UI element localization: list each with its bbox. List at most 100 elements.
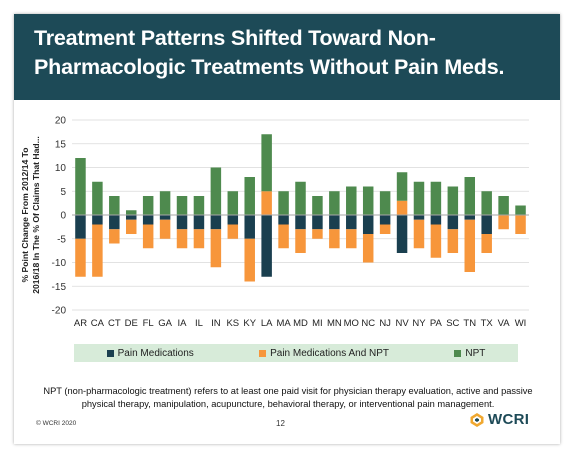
bar-segment [447, 229, 459, 253]
bar-segment [109, 196, 120, 215]
bar-segment [396, 215, 408, 253]
bar-segment [278, 191, 289, 215]
legend-swatch-pain-medications-and-npt [259, 349, 267, 357]
bar-segment [430, 181, 442, 215]
bar-segment [176, 229, 188, 249]
bar-segment [430, 215, 442, 225]
bar-segment [413, 181, 425, 215]
bar-segment [346, 186, 357, 215]
x-tick-label: CA [91, 318, 105, 329]
y-tick-label: -15 [52, 282, 67, 293]
bar-segment [312, 196, 323, 215]
bar-segment [176, 196, 188, 215]
slide: Treatment Patterns Shifted Toward Non-Ph… [14, 14, 560, 444]
bar-segment [92, 224, 103, 277]
bar-segment [346, 215, 357, 230]
bar-segment [413, 219, 425, 249]
bar-segment [142, 224, 154, 249]
bar-segment [125, 210, 137, 215]
y-tick-label: 10 [55, 163, 67, 174]
bar-segment [396, 200, 408, 215]
bar-segment [515, 215, 526, 234]
bar-segment [142, 196, 154, 215]
legend-item-npt: NPT [454, 348, 485, 359]
bar-segment [75, 215, 86, 239]
bar-segment [193, 215, 205, 230]
bar-segment [498, 215, 509, 230]
bar-segment [464, 215, 476, 220]
bar-segment [481, 234, 492, 253]
x-tick-label: NY [412, 318, 426, 329]
y-axis-title: % Point Change From 2012/14 To [20, 148, 30, 283]
bar-segment [193, 229, 205, 249]
stacked-bar-chart: 20 15 10 5 0 -5 -10 -15 -20 AR CA CT DE FL GA IA IL IN KS K… [20, 116, 529, 329]
bar-segment [295, 215, 306, 230]
bar-segment [159, 191, 171, 215]
bar-segment [362, 234, 374, 263]
bar-segment [312, 215, 323, 230]
x-tick-label: LA [261, 318, 273, 329]
chart-legend: Pain Medications Pain Medications And NP… [74, 344, 518, 362]
bar-segment [261, 191, 272, 215]
logo-mark-icon [470, 412, 484, 427]
bar-segment [210, 229, 222, 268]
wcri-logo: WCRI [469, 411, 529, 428]
x-tick-label: MO [344, 318, 359, 329]
y-axis-title: 2016/18 In The % Of Claims That Had... [31, 136, 41, 294]
page-number: 12 [276, 419, 285, 428]
x-tick-label: MI [312, 318, 323, 329]
bar-segment [498, 196, 509, 215]
y-tick-label: 5 [60, 187, 66, 198]
x-tick-label: SC [446, 318, 459, 329]
legend-item-pain-medications-and-npt: Pain Medications And NPT [259, 348, 389, 359]
x-tick-label: DE [125, 318, 138, 329]
x-tick-label: IL [195, 318, 203, 329]
bar-segment [227, 191, 239, 215]
copyright: © WCRI 2020 [36, 420, 77, 427]
bar-segment [447, 215, 459, 230]
bar-segment [210, 215, 222, 230]
x-tick-label: KS [226, 318, 239, 329]
bar-segment [278, 215, 289, 225]
bar-segment [227, 224, 239, 239]
bar-segment [329, 229, 340, 249]
bar-segment [396, 172, 408, 201]
x-tick-label: MA [276, 318, 291, 329]
y-tick-label: 20 [55, 116, 67, 127]
x-tick-label: MD [293, 318, 308, 329]
title-banner: Treatment Patterns Shifted Toward Non-Ph… [14, 14, 560, 100]
x-tick-label: MN [327, 318, 342, 329]
bar-segment [379, 224, 391, 234]
legend-item-pain-medications: Pain Medications [106, 348, 194, 359]
y-tick-label: -5 [57, 234, 66, 245]
bar-segment [193, 196, 205, 215]
bar-segment [295, 181, 306, 215]
x-tick-label: IN [211, 318, 221, 329]
bar-segment [244, 238, 255, 282]
y-tick-label: 15 [55, 139, 67, 150]
bar-segment [159, 219, 171, 239]
bar-segment [430, 224, 442, 258]
bar-segment [109, 215, 120, 230]
bar-segment [481, 215, 492, 234]
footnote: NPT (non-pharmacologic treatment) refers… [43, 386, 533, 409]
x-tick-label: NV [395, 318, 409, 329]
bar-segment [210, 167, 222, 215]
bar-segment [481, 191, 492, 215]
bar-segment [159, 215, 171, 220]
bar-segment [244, 215, 255, 239]
bar-segment [75, 158, 86, 215]
x-tick-label: FL [143, 318, 154, 329]
bar-segment [329, 215, 340, 230]
bar-segment [464, 177, 476, 215]
x-tick-label: VA [498, 318, 511, 329]
x-tick-label: KY [243, 318, 256, 329]
legend-label-npt: NPT [465, 347, 486, 359]
bar-segment [464, 219, 476, 272]
bar-segment [295, 229, 306, 253]
x-tick-label: TN [463, 318, 476, 329]
bar-segment [379, 215, 391, 225]
slide-title: Treatment Patterns Shifted Toward Non-Ph… [34, 26, 505, 79]
bar-segment [261, 215, 272, 277]
bar-segment [227, 215, 239, 225]
